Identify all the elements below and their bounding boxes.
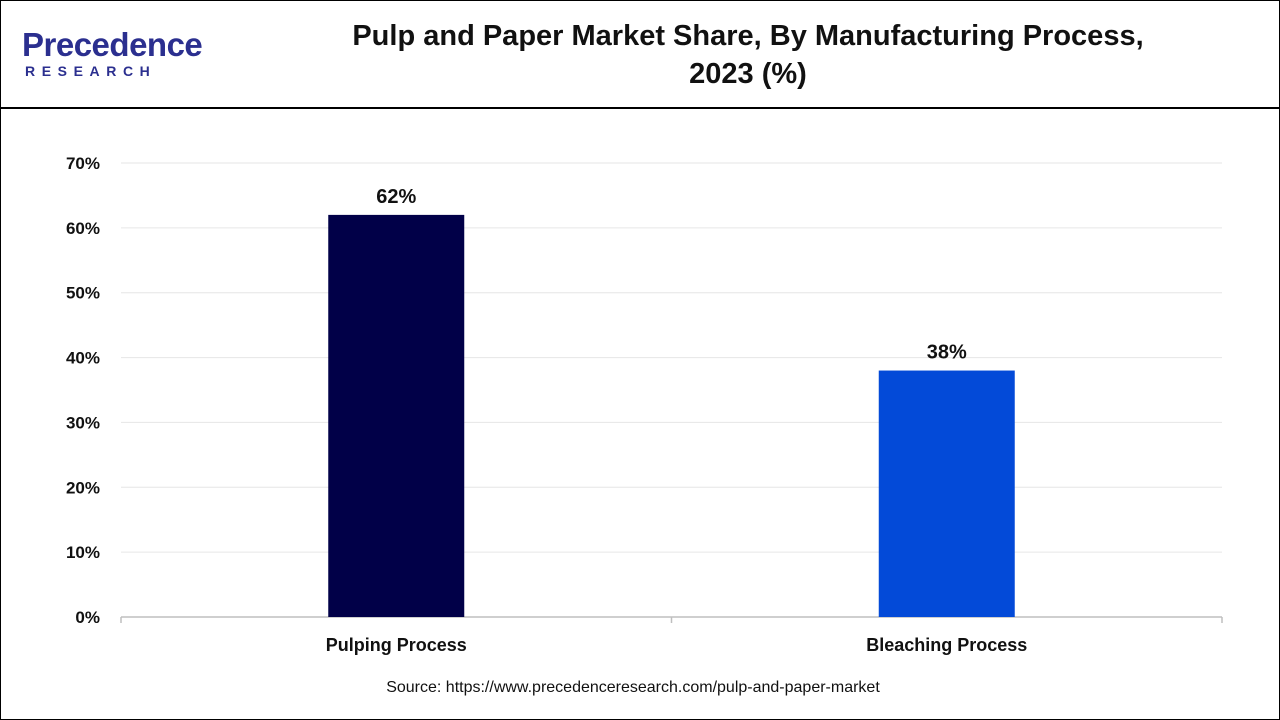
- x-category-label: Bleaching Process: [866, 635, 1027, 655]
- y-tick-label: 50%: [66, 284, 100, 303]
- y-tick-label: 10%: [66, 543, 100, 562]
- chart-area: 0% 10% 20% 30% 40% 50% 60% 70% 62% Pulping Proces…: [0, 108, 1280, 678]
- y-tick-label: 60%: [66, 219, 100, 238]
- chart-title-line-1: Pulp and Paper Market Share, By Manufact…: [352, 20, 1144, 52]
- y-tick-label: 70%: [66, 154, 100, 173]
- logo-subtitle: RESEARCH: [25, 63, 157, 79]
- y-tick-label: 0%: [75, 608, 100, 627]
- y-tick-label: 30%: [66, 413, 100, 432]
- y-tick-label: 20%: [66, 478, 100, 497]
- source-note: Source: https://www.precedenceresearch.c…: [386, 679, 880, 696]
- bar-1: [328, 214, 465, 617]
- chart-title-line-2: 2023 (%): [689, 58, 807, 90]
- x-category-label: Pulping Process: [326, 635, 467, 655]
- bar-chart: 0% 10% 20% 30% 40% 50% 60% 70% 62% Pulping Proces…: [66, 154, 1223, 655]
- logo-wordmark: Precedence: [22, 26, 203, 63]
- chart-title: Pulp and Paper Market Share, By Manufact…: [260, 17, 1236, 93]
- header: Precedence RESEARCH Pulp and Paper Marke…: [0, 0, 1280, 109]
- y-tick-label: 40%: [66, 349, 100, 368]
- brand-logo: Precedence RESEARCH: [22, 26, 222, 86]
- data-label: 62%: [376, 186, 416, 208]
- data-label: 38%: [927, 342, 967, 364]
- bar-2: [878, 370, 1015, 617]
